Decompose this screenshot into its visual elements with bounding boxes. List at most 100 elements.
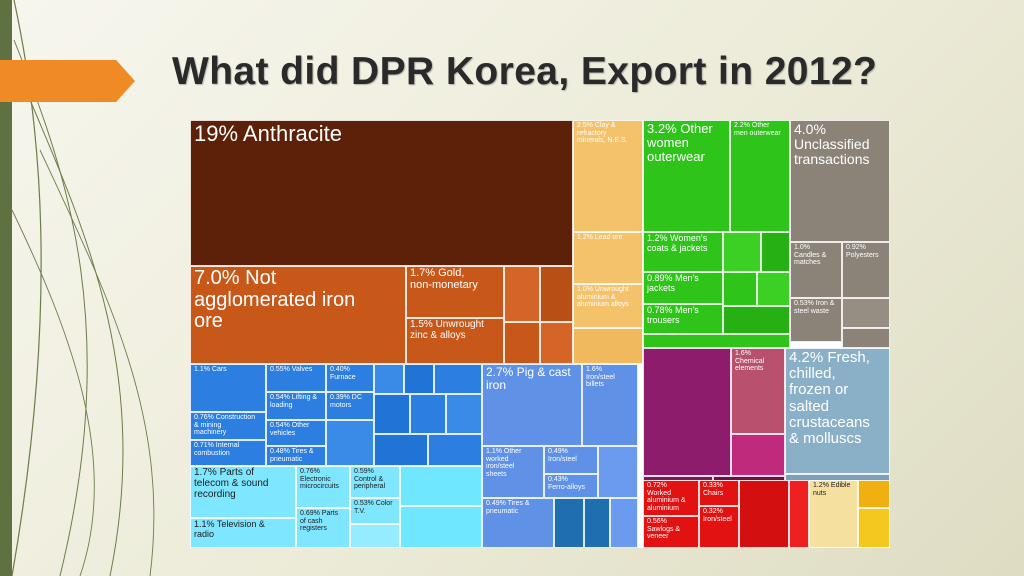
treemap-cell-label: 2.5% Clay & refractory minerals, N.E.S. bbox=[577, 122, 628, 145]
treemap-cell: 1.1% Other worked iron/steel sheets bbox=[482, 446, 544, 498]
treemap-cell: 0.48% Tires & pneumatic bbox=[266, 446, 326, 466]
treemap-cell-label: 1.2% Edible nuts bbox=[813, 482, 851, 497]
treemap-cell-label: 1.1% Television & radio bbox=[194, 519, 265, 539]
treemap-cell: 1.2% Edible nuts bbox=[809, 480, 858, 548]
title-arrow-shape bbox=[0, 60, 135, 102]
treemap-cell-small bbox=[540, 266, 573, 322]
treemap-cell: 0.55% Valves bbox=[266, 364, 326, 392]
treemap-cell-label: 1.1% Other worked iron/steel sheets bbox=[486, 448, 522, 478]
treemap-cell-label: 2.7% Pig & cast iron bbox=[486, 365, 571, 392]
treemap-cell-label: 1.1% Cars bbox=[194, 366, 227, 373]
treemap-cell-label: 0.48% Tires & pneumatic bbox=[270, 448, 314, 463]
treemap-cell-label: 1.5% Unwrought zinc & alloys bbox=[410, 319, 484, 341]
treemap-cell: 1.6% Chemical elements bbox=[731, 348, 785, 434]
treemap-cell-label: 0.55% Valves bbox=[270, 366, 313, 373]
treemap-cell-small bbox=[350, 524, 400, 548]
treemap-cell-small bbox=[723, 272, 757, 306]
treemap-cell-label: 1.0% Candles & matches bbox=[794, 244, 827, 267]
treemap-cell-label: 0.49% Tires & pneumatic bbox=[486, 500, 530, 515]
treemap-cell: 1.2% Lead ore bbox=[573, 232, 643, 284]
treemap-cell: 0.69% Parts of cash registers bbox=[296, 508, 350, 548]
treemap-cell-small bbox=[446, 394, 482, 434]
treemap-cell-label: 1.6% Chemical elements bbox=[735, 350, 765, 373]
treemap-cell-small bbox=[374, 364, 404, 394]
treemap-cell: 2.7% Pig & cast iron bbox=[482, 364, 582, 446]
treemap-cell-label: 0.59% Control & peripheral bbox=[354, 468, 386, 491]
treemap-cell-label: 1.2% Lead ore bbox=[577, 234, 623, 241]
treemap-cell: 0.40% Furnace bbox=[326, 364, 374, 392]
treemap-cell-label: 19% Anthracite bbox=[194, 121, 342, 146]
treemap-cell-label: 1.7% Parts of telecom & sound recording bbox=[194, 467, 269, 500]
treemap-cell: 0.76% Construction & mining machinery bbox=[190, 412, 266, 440]
treemap-cell-small bbox=[326, 420, 374, 466]
treemap-cell-small bbox=[723, 232, 761, 272]
treemap-cell: 0.54% Lifting & loading bbox=[266, 392, 326, 420]
treemap-cell-label: 0.39% DC motors bbox=[330, 394, 362, 409]
treemap-cell-small bbox=[723, 306, 790, 334]
left-accent-bar bbox=[0, 0, 12, 576]
treemap-cell-small bbox=[374, 394, 410, 434]
treemap-cell: 1.1% Cars bbox=[190, 364, 266, 412]
treemap-cell-label: 0.56% Sawlogs & veneer bbox=[647, 518, 681, 541]
treemap-cell-small bbox=[842, 328, 890, 348]
treemap-cell-label: 0.71% Internal combustion bbox=[194, 442, 240, 457]
slide-title: What did DPR Korea, Export in 2012? bbox=[172, 50, 878, 93]
treemap-cell-label: 4.0% Unclassified transactions bbox=[794, 121, 870, 168]
treemap-cell-small bbox=[731, 434, 785, 476]
treemap-cell-label: 1.0% Unwrought aluminium & aluminium all… bbox=[577, 286, 629, 309]
treemap-cell: 0.53% Iron & steel waste bbox=[790, 298, 842, 342]
treemap-cell-small bbox=[400, 466, 482, 506]
treemap-cell-label: 0.69% Parts of cash registers bbox=[300, 510, 339, 533]
treemap-cell-small bbox=[610, 498, 638, 548]
treemap-cell-small bbox=[540, 322, 573, 364]
treemap-cell: 0.78% Men's trousers bbox=[643, 304, 723, 334]
treemap-cell: 1.5% Unwrought zinc & alloys bbox=[406, 318, 504, 364]
treemap-cell-small bbox=[584, 498, 610, 548]
treemap-cell: 1.7% Parts of telecom & sound recording bbox=[190, 466, 296, 518]
treemap-cell: 19% Anthracite bbox=[190, 120, 573, 266]
treemap-cell-small bbox=[504, 266, 540, 322]
treemap-cell: 1.6% Iron/steel billets bbox=[582, 364, 638, 446]
treemap-cell-label: 0.78% Men's trousers bbox=[647, 305, 699, 325]
treemap-cell-small bbox=[434, 364, 482, 394]
treemap-cell: 0.71% Internal combustion bbox=[190, 440, 266, 466]
treemap-cell-label: 0.54% Lifting & loading bbox=[270, 394, 318, 409]
treemap-cell: 1.2% Women's coats & jackets bbox=[643, 232, 723, 272]
treemap-cell-small bbox=[410, 394, 446, 434]
treemap-cell-label: 1.2% Women's coats & jackets bbox=[647, 233, 708, 253]
treemap-cell: 0.49% Iron/steel bbox=[544, 446, 598, 474]
treemap-cell-small bbox=[400, 506, 482, 548]
treemap-cell-small bbox=[554, 498, 584, 548]
treemap-cell-small bbox=[374, 434, 428, 466]
treemap-cell: 4.2% Fresh, chilled, frozen or salted cr… bbox=[785, 348, 890, 474]
treemap-cell-label: 1.6% Iron/steel billets bbox=[586, 366, 615, 389]
treemap-cell: 2.2% Other men outerwear bbox=[730, 120, 790, 232]
treemap-cell: 1.0% Unwrought aluminium & aluminium all… bbox=[573, 284, 643, 328]
treemap-cell-label: 1.7% Gold, non-monetary bbox=[410, 267, 478, 291]
treemap-cell-small bbox=[504, 322, 540, 364]
treemap-cell-small bbox=[643, 334, 790, 348]
treemap-cell-label: 0.49% Iron/steel bbox=[548, 448, 577, 463]
treemap-cell-label: 3.2% Other women outerwear bbox=[647, 121, 713, 165]
treemap-cell-small bbox=[842, 298, 890, 328]
treemap-cell: 0.92% Polyesters bbox=[842, 242, 890, 298]
treemap-cell: 0.39% DC motors bbox=[326, 392, 374, 420]
treemap-cell: 0.49% Tires & pneumatic bbox=[482, 498, 554, 548]
treemap-cell: 4.0% Unclassified transactions bbox=[790, 120, 890, 242]
treemap-cell: 1.0% Candles & matches bbox=[790, 242, 842, 298]
treemap-cell: 7.0% Not agglomerated iron ore bbox=[190, 266, 406, 364]
treemap-cell: 0.59% Control & peripheral bbox=[350, 466, 400, 498]
treemap-cell-label: 0.33% Chairs bbox=[703, 482, 724, 497]
treemap-cell-small bbox=[573, 328, 643, 364]
treemap-cell: 0.33% Chairs bbox=[699, 480, 739, 506]
treemap-cell-label: 0.40% Furnace bbox=[330, 366, 356, 381]
treemap-cell: 0.32% Iron/steel bbox=[699, 506, 739, 548]
treemap-cell: 0.43% Ferro-alloys bbox=[544, 474, 598, 498]
treemap-cell-label: 0.53% Color T.V. bbox=[354, 500, 393, 515]
treemap-cell-label: 0.92% Polyesters bbox=[846, 244, 879, 259]
treemap-cell-small bbox=[858, 508, 890, 548]
treemap-cell-label: 0.54% Other vehicles bbox=[270, 422, 310, 437]
treemap-cell-label: 0.76% Construction & mining machinery bbox=[194, 414, 256, 437]
treemap-cell-small bbox=[428, 434, 482, 466]
treemap-cell-small bbox=[739, 480, 789, 548]
